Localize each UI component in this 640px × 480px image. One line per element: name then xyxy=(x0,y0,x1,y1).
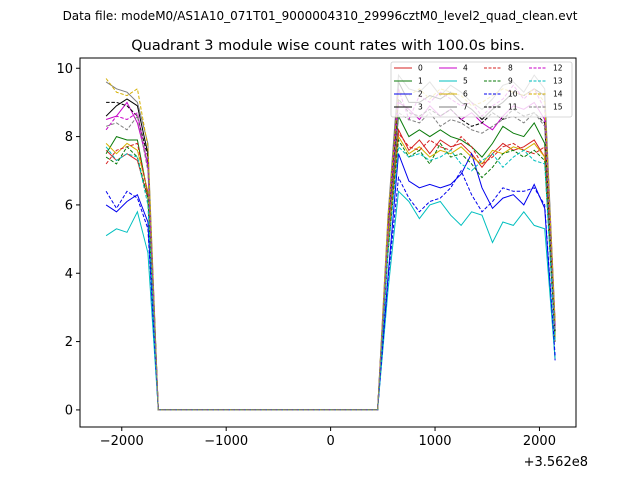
x-tick-label: 2000 xyxy=(523,434,556,449)
y-tick-label: 4 xyxy=(65,267,73,282)
legend-label-6: 6 xyxy=(463,90,468,99)
legend-label-2: 2 xyxy=(418,90,423,99)
legend-label-4: 4 xyxy=(463,64,468,73)
legend-label-9: 9 xyxy=(508,77,513,86)
x-offset-label: +3.562e8 xyxy=(524,455,588,470)
x-tick-label: 0 xyxy=(326,434,334,449)
legend-label-7: 7 xyxy=(463,103,468,112)
y-tick-label: 10 xyxy=(56,62,73,77)
chart-title: Quadrant 3 module wise count rates with … xyxy=(131,38,525,54)
legend-label-10: 10 xyxy=(508,90,518,99)
legend-label-1: 1 xyxy=(418,77,423,86)
legend-label-13: 13 xyxy=(553,77,563,86)
y-tick-label: 6 xyxy=(65,198,73,213)
series-line-13 xyxy=(105,145,556,411)
x-tick-label: 1000 xyxy=(418,434,451,449)
legend-label-5: 5 xyxy=(463,77,468,86)
legend-box xyxy=(390,61,573,118)
axes-frame xyxy=(79,57,577,428)
legend-label-11: 11 xyxy=(508,103,518,112)
legend-label-3: 3 xyxy=(418,103,423,112)
y-tick-label: 8 xyxy=(65,130,73,145)
legend-label-0: 0 xyxy=(418,64,423,73)
legend-label-14: 14 xyxy=(553,90,563,99)
legend-label-15: 15 xyxy=(553,103,563,112)
suptitle: Data file: modeM0/AS1A10_071T01_90000043… xyxy=(63,9,578,23)
series-layer xyxy=(105,73,556,411)
legend-label-12: 12 xyxy=(553,64,563,73)
y-tick-label: 2 xyxy=(65,335,73,350)
y-tick-label: 0 xyxy=(65,403,73,418)
x-tick-label: −1000 xyxy=(204,434,248,449)
series-line-15 xyxy=(105,111,556,411)
x-tick-label: −2000 xyxy=(100,434,144,449)
legend-label-8: 8 xyxy=(508,64,513,73)
